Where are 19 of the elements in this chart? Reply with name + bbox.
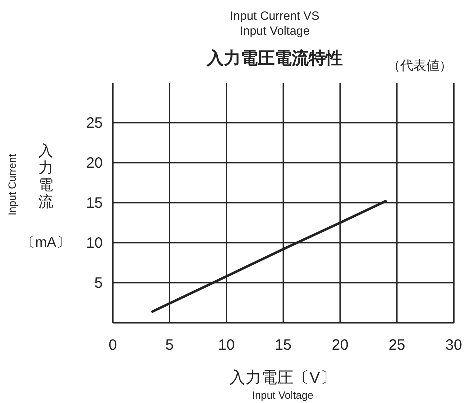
x-tick-label: 15 bbox=[275, 337, 292, 354]
x-axis-title: 入力電圧〔V〕 bbox=[230, 369, 336, 387]
x-tick-label: 30 bbox=[446, 337, 462, 354]
text: （代表値） bbox=[388, 58, 452, 73]
x-tick-label: 10 bbox=[218, 337, 236, 354]
y-tick-label: 15 bbox=[86, 195, 103, 212]
x-tick-label: 0 bbox=[108, 337, 118, 354]
chart-subtitle: Input Current VS Input Voltage bbox=[230, 9, 320, 38]
y-tick-label: 5 bbox=[94, 275, 103, 292]
x-tick-label: 25 bbox=[388, 337, 406, 354]
y-tick-label: 20 bbox=[86, 155, 103, 172]
chart-title: 入力電圧電流特性 bbox=[206, 49, 343, 68]
text: Input Voltage bbox=[252, 390, 314, 402]
y-tick-label: 25 bbox=[86, 115, 103, 132]
text: Input Current bbox=[7, 154, 19, 216]
text: 入力電流〔mA〕 bbox=[22, 143, 70, 250]
x-tick-label: 20 bbox=[332, 337, 349, 354]
x-tick-label: 5 bbox=[166, 337, 174, 354]
y-tick-label: 10 bbox=[86, 235, 103, 252]
